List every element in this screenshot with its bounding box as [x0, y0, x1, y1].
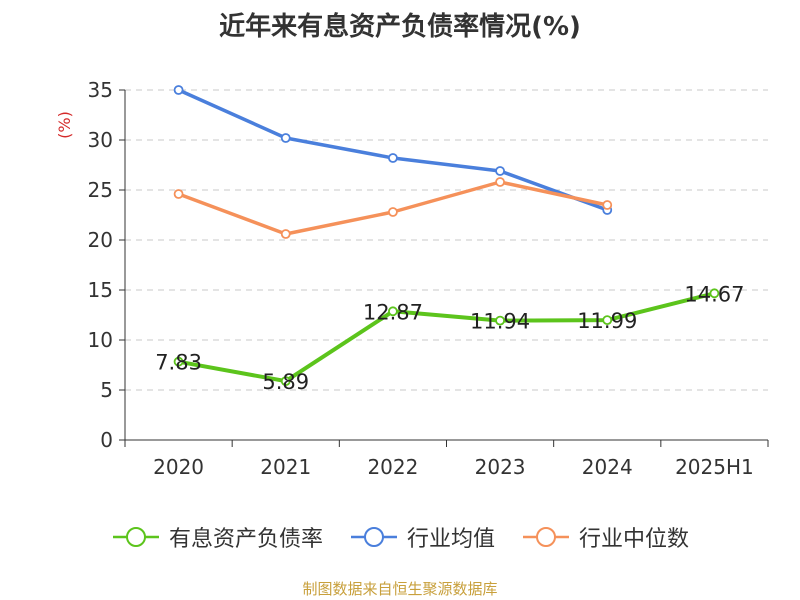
data-label: 12.87 [363, 300, 423, 324]
data-point [388, 306, 398, 317]
y-tick-label: 0 [100, 428, 113, 452]
legend-item[interactable]: 行业均值 [349, 521, 495, 553]
legend-label: 行业中位数 [579, 527, 690, 552]
series-line [176, 291, 717, 384]
data-point [173, 356, 184, 367]
data-point [495, 315, 505, 326]
data-point [280, 229, 291, 239]
y-tick-label: 20 [88, 228, 113, 252]
legend-marker-icon [112, 527, 159, 547]
x-tick-label: 2023 [475, 455, 526, 479]
data-label: 11.94 [470, 310, 530, 334]
data-point [173, 85, 184, 95]
legend-marker-icon [350, 527, 397, 547]
y-tick-label: 30 [88, 128, 113, 152]
x-tick-label: 2021 [260, 455, 311, 479]
data-label: 14.67 [684, 282, 744, 306]
y-tick-label: 15 [88, 278, 113, 302]
y-tick-label: 5 [100, 378, 113, 402]
source-note: 制图数据来自恒生聚源数据库 [302, 580, 498, 598]
data-label: 11.99 [577, 309, 637, 333]
data-point [280, 376, 291, 387]
data-point [388, 153, 398, 163]
data-point [602, 200, 613, 210]
legend-label: 行业均值 [406, 527, 495, 552]
legend-marker-icon [523, 527, 569, 547]
x-tick-label: 2024 [582, 455, 633, 479]
data-label: 7.83 [155, 351, 202, 375]
data-point [280, 133, 291, 143]
legend: 有息资产负债率 行业均值 行业中位数 [0, 520, 800, 554]
data-point [709, 288, 720, 299]
legend-item[interactable]: 有息资产负债率 [111, 521, 323, 553]
data-point [495, 177, 505, 187]
data-point [388, 207, 398, 217]
chart-title: 近年来有息资产负债率情况(%) [219, 12, 581, 42]
y-tick-label: 35 [88, 78, 113, 102]
data-point [173, 189, 184, 199]
data-point [495, 166, 505, 176]
data-point [602, 315, 613, 326]
legend-item[interactable]: 行业中位数 [521, 521, 689, 553]
x-tick-label: 2020 [153, 455, 204, 479]
y-tick-label: 25 [88, 178, 113, 202]
data-label: 5.89 [262, 370, 309, 394]
y-axis-label: (%) [55, 111, 74, 139]
x-tick-label: 2025H1 [675, 455, 754, 479]
legend-label: 有息资产负债率 [168, 527, 323, 552]
y-tick-label: 10 [88, 328, 113, 352]
x-tick-label: 2022 [367, 455, 418, 479]
